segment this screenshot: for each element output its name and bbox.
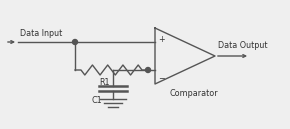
Text: Comparator: Comparator xyxy=(170,89,219,98)
Text: −: − xyxy=(158,74,165,83)
Text: R1: R1 xyxy=(100,78,110,87)
Circle shape xyxy=(72,39,77,45)
Circle shape xyxy=(146,67,151,72)
Text: +: + xyxy=(158,35,165,44)
Text: Data Output: Data Output xyxy=(218,41,267,50)
Text: C1: C1 xyxy=(91,96,102,105)
Text: Data Input: Data Input xyxy=(20,29,62,38)
